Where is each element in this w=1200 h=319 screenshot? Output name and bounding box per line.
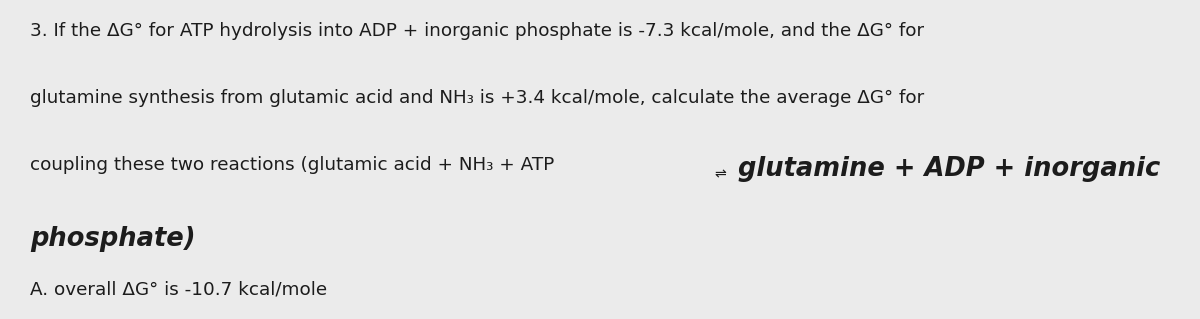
Text: A. overall ΔG° is -10.7 kcal/mole: A. overall ΔG° is -10.7 kcal/mole bbox=[30, 281, 328, 299]
Text: coupling these two reactions (glutamic acid + NH₃ + ATP: coupling these two reactions (glutamic a… bbox=[30, 156, 560, 174]
Text: phosphate): phosphate) bbox=[30, 226, 196, 253]
Text: ⇌: ⇌ bbox=[714, 167, 726, 182]
Text: glutamine + ADP + inorganic: glutamine + ADP + inorganic bbox=[730, 156, 1160, 182]
Text: glutamine synthesis from glutamic acid and NH₃ is +3.4 kcal/mole, calculate the : glutamine synthesis from glutamic acid a… bbox=[30, 89, 924, 107]
Text: 3. If the ΔG° for ATP hydrolysis into ADP + inorganic phosphate is -7.3 kcal/mol: 3. If the ΔG° for ATP hydrolysis into AD… bbox=[30, 22, 924, 40]
